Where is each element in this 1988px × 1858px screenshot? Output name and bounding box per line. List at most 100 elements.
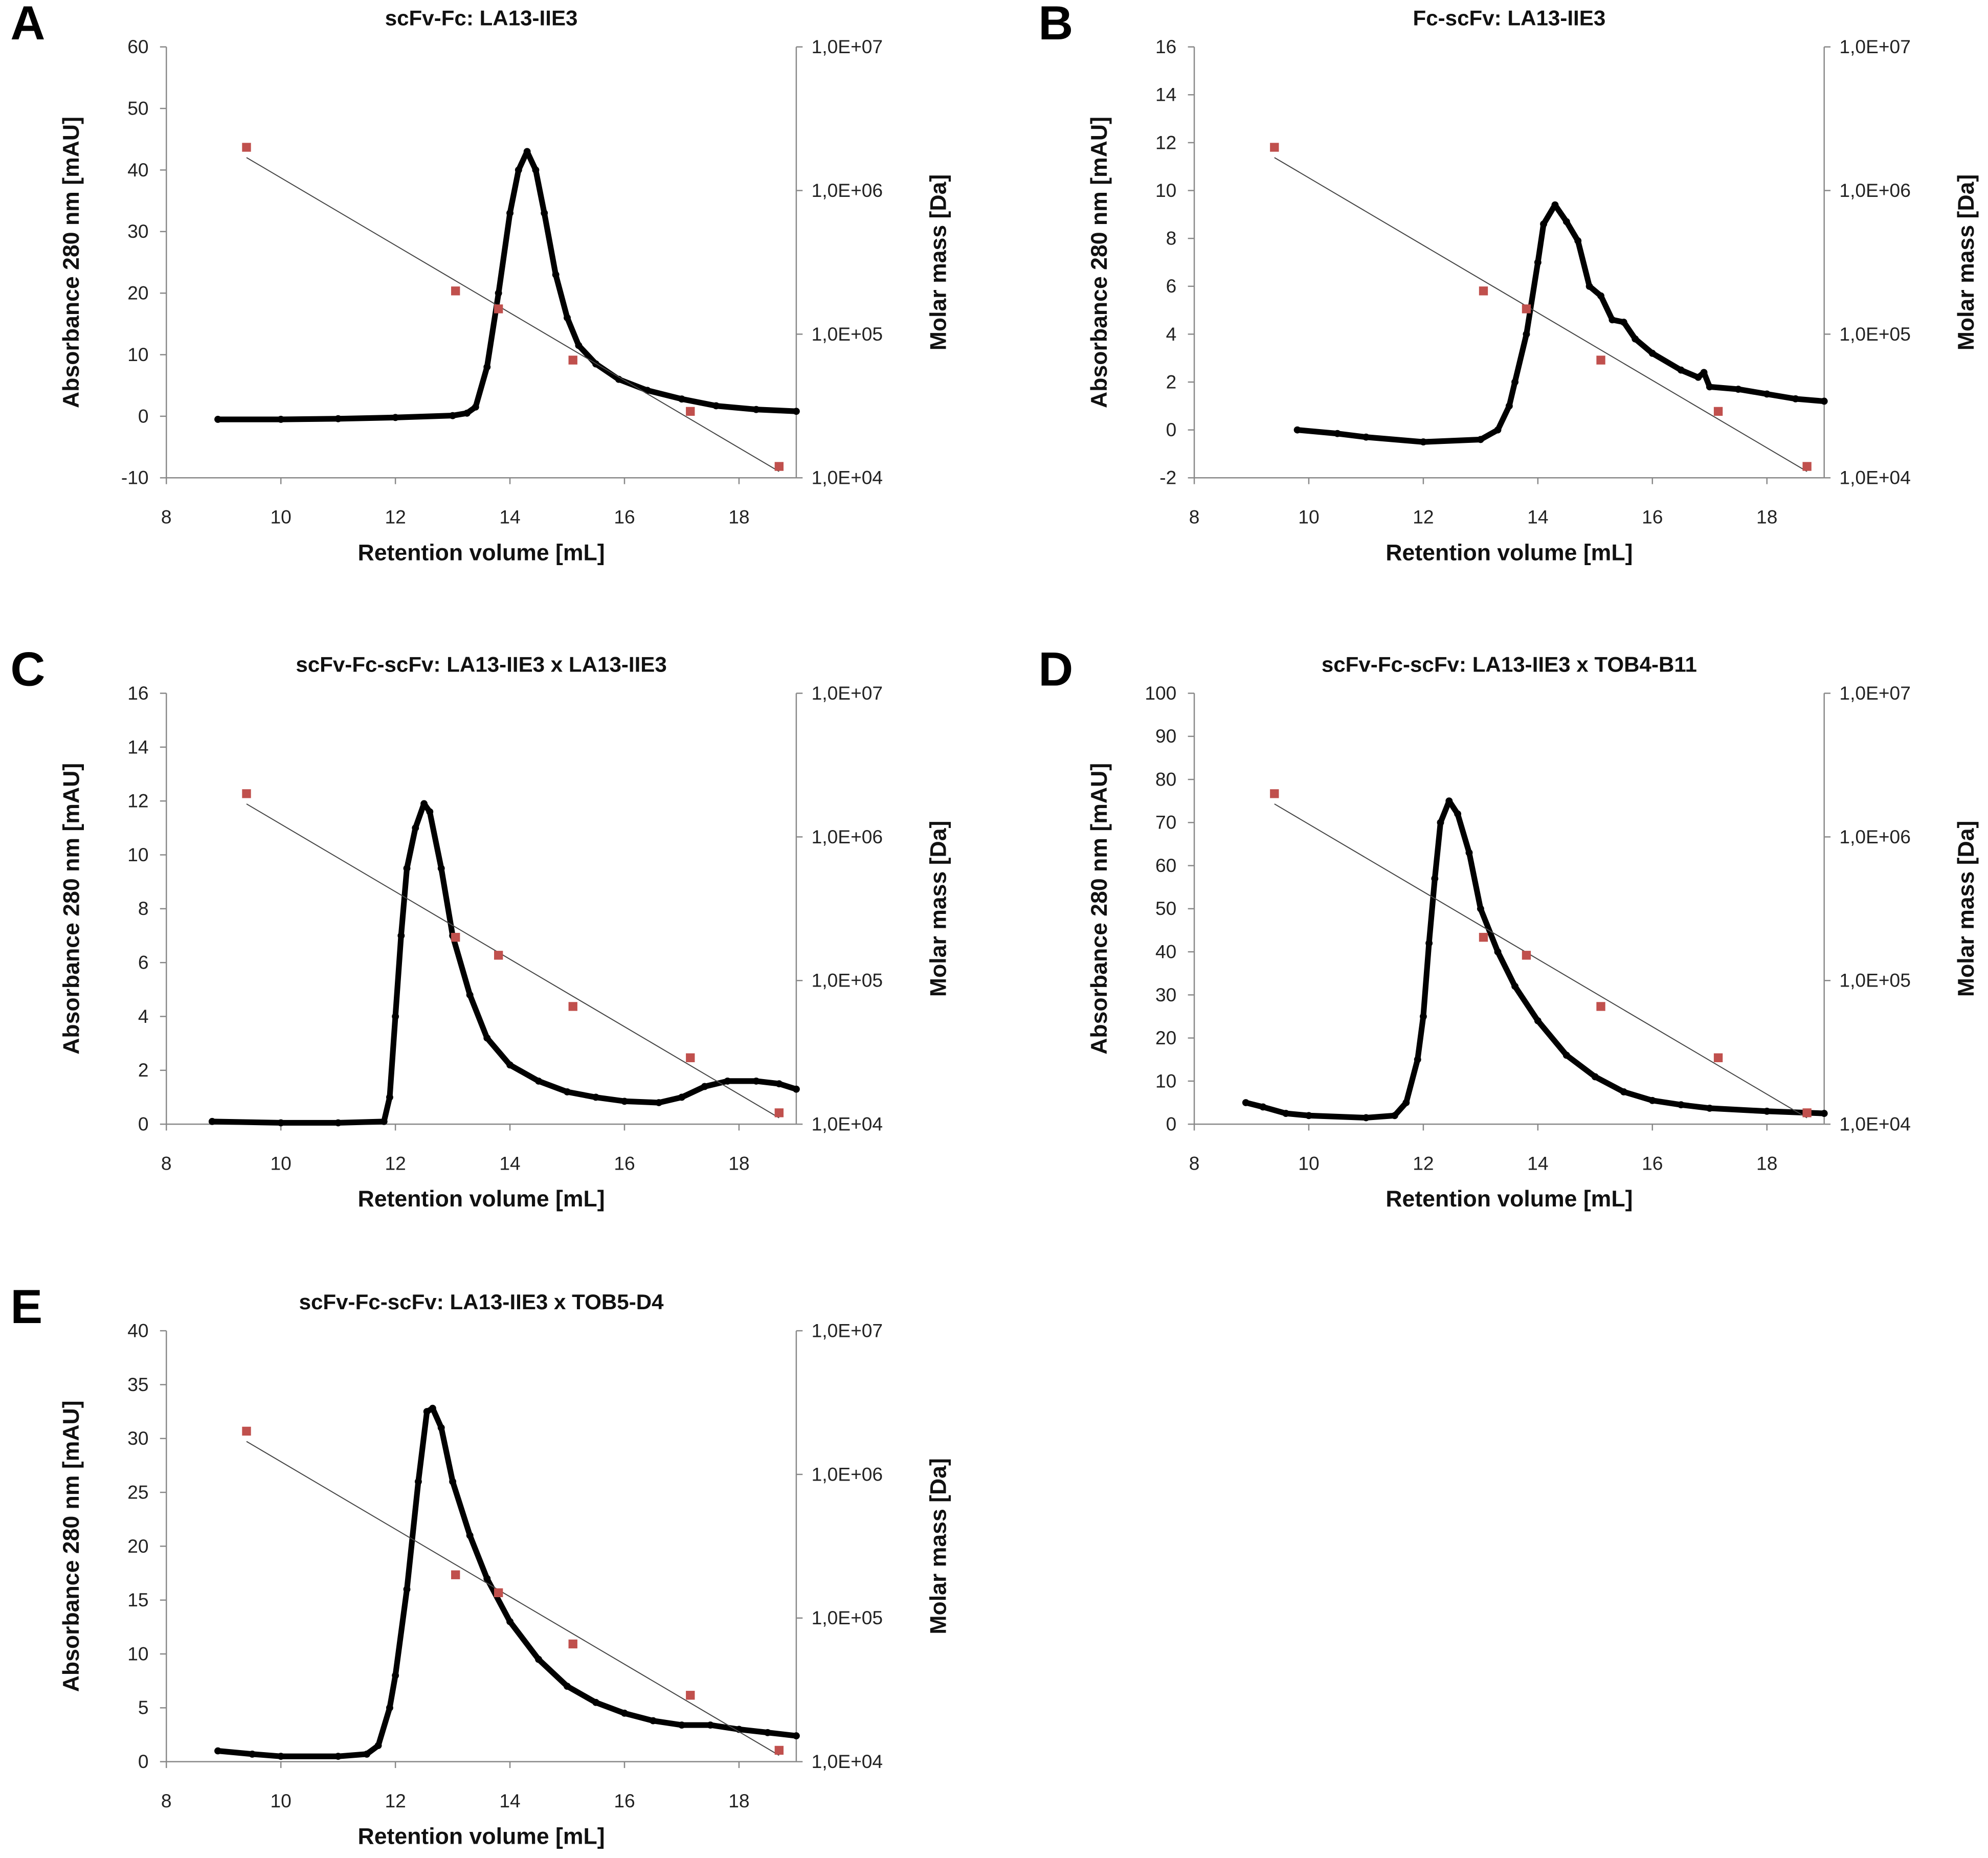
y-tick-label: 15 (127, 1589, 148, 1610)
standard-point (1713, 407, 1723, 416)
standard-point (1270, 789, 1279, 798)
y2-axis-label: Molar mass [Da] (926, 821, 951, 997)
absorbance-point (564, 1683, 571, 1690)
absorbance-point (466, 1532, 474, 1539)
x-tick-label: 14 (1527, 1152, 1548, 1174)
absorbance-point (1431, 875, 1439, 882)
absorbance-point (701, 1083, 708, 1090)
y2-tick-label: 1,0E+06 (812, 826, 883, 847)
absorbance-point (1334, 430, 1341, 437)
y-tick-label: -2 (1159, 467, 1176, 488)
standard-point (774, 1745, 784, 1755)
absorbance-point (752, 1077, 760, 1085)
absorbance-point (449, 412, 457, 419)
standard-point (686, 407, 695, 416)
absorbance-point (412, 824, 419, 832)
x-axis-label: Retention volume [mL] (358, 1187, 605, 1212)
absorbance-point (535, 1077, 542, 1085)
y-axis-label: Absorbance 280 nm [mAU] (1087, 117, 1112, 408)
absorbance-point (792, 408, 800, 415)
absorbance-point (1574, 237, 1582, 244)
standard-point (568, 355, 577, 365)
panel-letter: C (10, 642, 45, 696)
x-tick-label: 12 (1413, 506, 1434, 527)
x-tick-label: 18 (1756, 506, 1777, 527)
absorbance-point (621, 1098, 628, 1105)
standard-point (242, 1426, 251, 1436)
absorbance-point (1414, 1056, 1421, 1063)
absorbance-point (1620, 1088, 1627, 1095)
standard-point (451, 286, 460, 296)
y-tick-label: 16 (1155, 36, 1176, 57)
absorbance-point (374, 1742, 382, 1750)
y-tick-label: 90 (1155, 725, 1176, 747)
absorbance-series-line (215, 148, 799, 422)
y-tick-label: 60 (127, 36, 148, 57)
standard-point (1596, 1002, 1605, 1011)
absorbance-point (1362, 1114, 1370, 1122)
y-tick-label: 8 (1166, 228, 1177, 249)
x-tick-label: 8 (161, 1790, 172, 1811)
absorbance-point (495, 289, 502, 297)
x-tick-label: 10 (1298, 506, 1319, 527)
standard-point (568, 1639, 577, 1649)
y-tick-label: 100 (1145, 682, 1176, 704)
x-tick-label: 18 (728, 1790, 749, 1811)
y-tick-label: 16 (127, 682, 148, 704)
calibration-trendline (246, 157, 779, 472)
y-axis-label: Absorbance 280 nm [mAU] (1087, 763, 1112, 1055)
x-tick-label: 8 (161, 1152, 172, 1174)
x-axis-label: Retention volume [mL] (358, 1824, 605, 1849)
y2-tick-label: 1,0E+05 (812, 970, 883, 991)
absorbance-point (678, 1721, 685, 1729)
absorbance-point (678, 395, 685, 403)
absorbance-point (1282, 1110, 1290, 1117)
absorbance-point (1402, 1099, 1410, 1106)
y-tick-label: 14 (127, 736, 148, 757)
chart-title: scFv-Fc-scFv: LA13-IIE3 x LA13-IIE3 (296, 652, 666, 676)
x-axis-label: Retention volume [mL] (358, 540, 605, 565)
y-tick-label: 8 (138, 898, 149, 919)
absorbance-point (523, 148, 531, 155)
absorbance-point (386, 1704, 393, 1712)
x-tick-label: 18 (728, 506, 749, 527)
calibration-trendline (1274, 803, 1807, 1118)
x-tick-label: 12 (1413, 1152, 1434, 1174)
y2-tick-label: 1,0E+07 (812, 1319, 883, 1341)
chart-title: scFv-Fc-scFv: LA13-IIE3 x TOB4-B11 (1322, 652, 1697, 676)
standard-point (686, 1691, 695, 1700)
absorbance-point (712, 402, 720, 410)
absorbance-point (208, 1117, 216, 1125)
x-tick-label: 16 (614, 506, 635, 527)
absorbance-point (277, 1119, 285, 1127)
y-tick-label: 12 (1155, 131, 1176, 153)
y-tick-label: 60 (1155, 855, 1176, 876)
x-tick-label: 16 (614, 1152, 635, 1174)
standard-point (1479, 286, 1488, 296)
absorbance-point (426, 808, 434, 816)
absorbance-point (392, 1672, 399, 1680)
standard-point (494, 951, 503, 960)
absorbance-point (1419, 438, 1427, 445)
absorbance-series-line (209, 800, 799, 1126)
absorbance-point (506, 209, 514, 217)
y2-tick-label: 1,0E+05 (1839, 970, 1910, 991)
absorbance-point (403, 1585, 411, 1593)
absorbance-point (552, 271, 560, 278)
absorbance-point (650, 1717, 657, 1725)
absorbance-point (535, 1655, 542, 1663)
absorbance-point (1694, 373, 1702, 381)
x-tick-label: 12 (385, 1152, 406, 1174)
absorbance-point (483, 1575, 491, 1582)
absorbance-point (386, 1093, 393, 1101)
y-tick-label: 6 (138, 952, 149, 973)
absorbance-point (1551, 201, 1559, 209)
x-tick-label: 14 (499, 506, 520, 527)
absorbance-point (764, 1729, 771, 1736)
absorbance-point (564, 1088, 571, 1095)
y-tick-label: 10 (127, 1643, 148, 1664)
absorbance-point (397, 932, 405, 939)
